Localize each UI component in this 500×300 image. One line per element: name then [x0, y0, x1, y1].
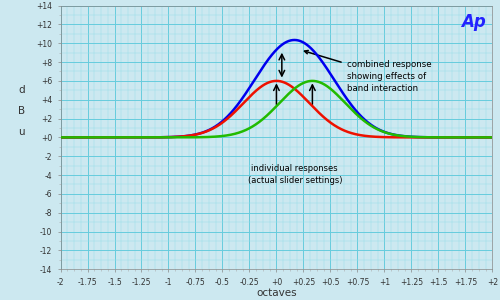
Text: combined response
showing effects of
band interaction: combined response showing effects of ban… — [304, 50, 431, 93]
X-axis label: octaves: octaves — [256, 288, 297, 298]
Text: Ap: Ap — [461, 14, 486, 32]
Text: individual responses
(actual slider settings): individual responses (actual slider sett… — [248, 164, 342, 184]
Text: d: d — [18, 85, 25, 95]
Text: B: B — [18, 106, 25, 116]
Text: u: u — [18, 127, 25, 137]
